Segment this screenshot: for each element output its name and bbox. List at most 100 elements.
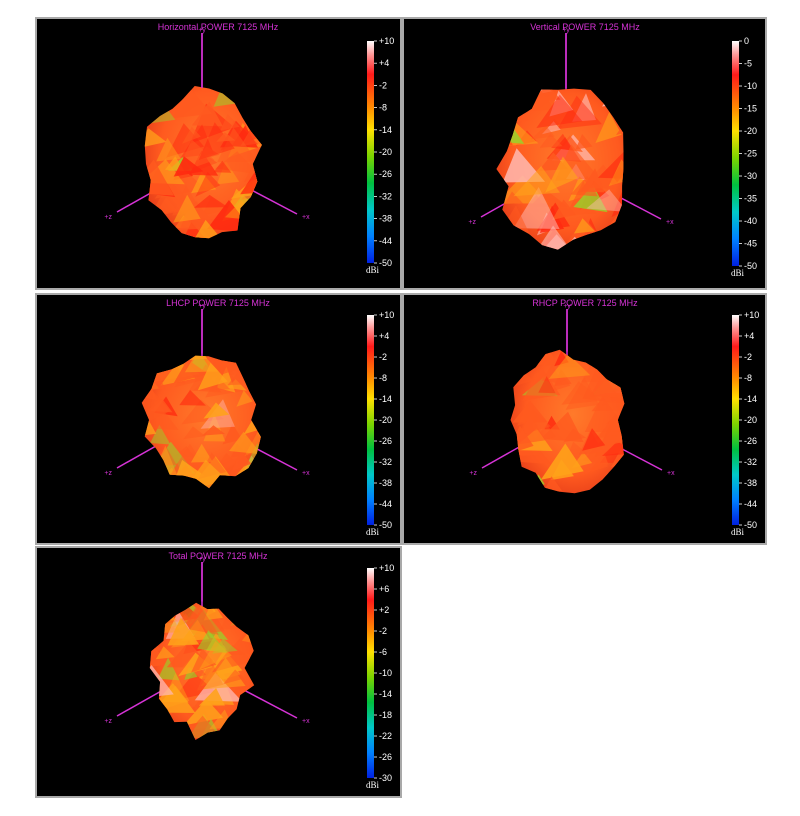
chart-title: RHCP POWER 7125 MHz — [532, 298, 638, 308]
colorbar-tick-label: -8 — [744, 373, 752, 383]
colorbar-tick-label: +10 — [379, 310, 394, 320]
colorbar-unit: dBi — [731, 268, 745, 278]
colorbar-tick-label: -8 — [379, 103, 387, 113]
colorbar-tick-label: +10 — [379, 563, 394, 573]
colorbar-tick-label: -14 — [379, 689, 392, 699]
colorbar-tick-label: -26 — [379, 169, 392, 179]
colorbar-tick-label: -32 — [379, 191, 392, 201]
chart-title: Vertical POWER 7125 MHz — [530, 22, 640, 32]
radiation-pattern — [141, 355, 261, 489]
chart-panel-horizontal: Horizontal POWER 7125 MHz +y +x +z +10 +4 -2 -8… — [35, 17, 402, 290]
chart-title: Horizontal POWER 7125 MHz — [158, 22, 279, 32]
chart-title: Total POWER 7125 MHz — [168, 551, 268, 561]
colorbar-tick-label: -50 — [379, 520, 392, 530]
axis-label-x: +x — [302, 470, 310, 477]
colorbar-tick-label: -32 — [744, 457, 757, 467]
colorbar-tick-label: -44 — [379, 236, 392, 246]
colorbar-tick-label: -8 — [379, 373, 387, 383]
colorbar-tick-label: -2 — [744, 352, 752, 362]
chart-panel-lhcp: LHCP POWER 7125 MHz +y +x +z +10 +4 -2 -8 -14 -20… — [35, 293, 402, 545]
colorbar-tick-label: -38 — [379, 478, 392, 488]
colorbar-tick-label: -15 — [744, 104, 757, 114]
axis-label-y: +y — [198, 556, 206, 563]
colorbar-tick-label: -20 — [379, 147, 392, 157]
axis-label-z: +z — [469, 470, 477, 477]
colorbar-tick-label: -5 — [744, 59, 752, 69]
colorbar-gradient — [367, 315, 374, 525]
colorbar-tick-label: -6 — [379, 647, 387, 657]
colorbar-tick-label: -50 — [744, 520, 757, 530]
colorbar-unit: dBi — [366, 780, 380, 790]
colorbar-tick-label: -38 — [379, 214, 392, 224]
colorbar-gradient — [732, 315, 739, 525]
colorbar-tick-label: -44 — [379, 499, 392, 509]
colorbar-gradient — [367, 41, 374, 263]
colorbar-tick-label: +2 — [379, 605, 389, 615]
colorbar-tick-label: -50 — [379, 258, 392, 268]
axis-label-z: +z — [104, 214, 112, 221]
colorbar-tick-label: -2 — [379, 626, 387, 636]
colorbar-tick-label: +6 — [379, 584, 389, 594]
pattern-chart-vertical: Vertical POWER 7125 MHz+y +x +z 0 -5 -10 -15 -2… — [468, 22, 757, 278]
colorbar-tick-label: -18 — [379, 710, 392, 720]
pattern-chart-horizontal: Horizontal POWER 7125 MHz+y +x +z +10 +4 -2 -8… — [104, 22, 394, 275]
colorbar-tick-label: -32 — [379, 457, 392, 467]
axis-label-x: +x — [302, 718, 310, 725]
colorbar-tick-label: -26 — [379, 436, 392, 446]
colorbar-tick-label: -10 — [744, 81, 757, 91]
pattern-chart-lhcp: LHCP POWER 7125 MHz+y +x +z +10 +4 -2 -8 -14 -20… — [104, 298, 394, 537]
colorbar-tick-label: +4 — [744, 331, 754, 341]
colorbar-tick-label: -14 — [744, 394, 757, 404]
colorbar-tick-label: -35 — [744, 194, 757, 204]
colorbar-tick-label: -50 — [744, 261, 757, 271]
axis-label-z: +z — [104, 718, 112, 725]
chart-panel-rhcp: RHCP POWER 7125 MHz +y +x +z +10 +4 -2 -8 -14 -20… — [402, 293, 767, 545]
colorbar-tick-label: -20 — [379, 415, 392, 425]
colorbar-tick-label: -38 — [744, 478, 757, 488]
colorbar-tick-label: -26 — [379, 752, 392, 762]
pattern-chart-total: Total POWER 7125 MHz+y +x +z +10 +6 +2 -2 -6 -10… — [104, 551, 394, 790]
colorbar-tick-label: -14 — [379, 125, 392, 135]
colorbar-gradient — [367, 568, 374, 778]
colorbar-tick-label: -10 — [379, 668, 392, 678]
axis-label-x: +x — [666, 219, 674, 226]
colorbar-tick-label: -30 — [744, 171, 757, 181]
colorbar-tick-label: -2 — [379, 80, 387, 90]
colorbar-tick-label: +4 — [379, 58, 389, 68]
radiation-pattern — [149, 602, 255, 741]
colorbar-tick-label: -40 — [744, 216, 757, 226]
colorbar-gradient — [732, 41, 739, 266]
chart-title: LHCP POWER 7125 MHz — [166, 298, 270, 308]
chart-panel-vertical: Vertical POWER 7125 MHz +y +x +z 0 -5 -10 -15 -2… — [402, 17, 767, 290]
axis-label-y: +y — [563, 303, 571, 310]
colorbar-tick-label: -22 — [379, 731, 392, 741]
colorbar-unit: dBi — [731, 527, 745, 537]
colorbar-tick-label: -26 — [744, 436, 757, 446]
axis-label-y: +y — [562, 27, 570, 34]
axis-label-x: +x — [667, 470, 675, 477]
colorbar-tick-label: +4 — [379, 331, 389, 341]
pattern-chart-rhcp: RHCP POWER 7125 MHz+y +x +z +10 +4 -2 -8 -14 -20… — [469, 298, 759, 537]
colorbar-tick-label: -25 — [744, 149, 757, 159]
colorbar-tick-label: -14 — [379, 394, 392, 404]
colorbar-tick-label: -20 — [744, 126, 757, 136]
chart-panel-total: Total POWER 7125 MHz +y +x +z +10 +6 +2 -2 -6 -10… — [35, 546, 402, 798]
colorbar-tick-label: -2 — [379, 352, 387, 362]
colorbar-tick-label: -44 — [744, 499, 757, 509]
colorbar-unit: dBi — [366, 527, 380, 537]
colorbar-tick-label: -20 — [744, 415, 757, 425]
axis-label-z: +z — [468, 219, 476, 226]
colorbar-unit: dBi — [366, 265, 380, 275]
radiation-pattern — [144, 86, 262, 239]
radiation-pattern — [496, 88, 624, 250]
axis-label-y: +y — [198, 303, 206, 310]
axis-label-x: +x — [302, 214, 310, 221]
axis-label-z: +z — [104, 470, 112, 477]
colorbar-tick-label: +10 — [744, 310, 759, 320]
colorbar-tick-label: 0 — [744, 36, 749, 46]
colorbar-tick-label: -30 — [379, 773, 392, 783]
